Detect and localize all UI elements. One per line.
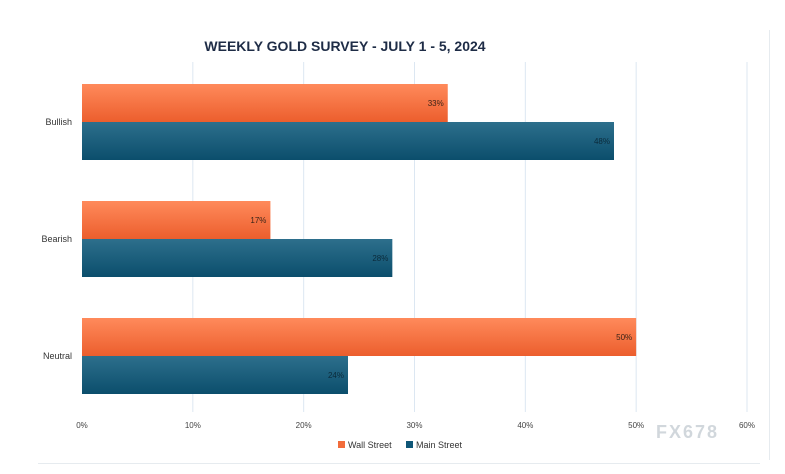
category-labels: Bullish Bearish Neutral [41,117,72,361]
bottom-divider [38,463,760,464]
x-axis-tick-labels: 0% 10% 20% 30% 40% 50% 60% [76,421,755,430]
bar-wall-street [82,318,637,356]
x-tick-label: 50% [628,421,644,430]
right-divider [769,30,770,460]
bar-main-street [82,356,348,394]
data-label: 28% [372,254,388,263]
category-label: Neutral [43,351,72,361]
bars [82,84,637,394]
chart-title: WEEKLY GOLD SURVEY - JULY 1 - 5, 2024 [204,38,485,54]
legend-swatch-main-street [406,441,413,448]
legend-swatch-wall-street [338,441,345,448]
category-label: Bullish [45,117,72,127]
x-tick-label: 60% [739,421,755,430]
data-label: 33% [428,99,444,108]
data-label: 50% [616,333,632,342]
data-label: 48% [594,137,610,146]
legend: Wall Street Main Street [338,440,463,450]
category-label: Bearish [41,234,72,244]
data-label: 24% [328,371,344,380]
bar-wall-street [82,84,448,122]
data-label: 17% [250,216,266,225]
legend-label-main-street: Main Street [416,440,463,450]
legend-label-wall-street: Wall Street [348,440,392,450]
x-tick-label: 20% [296,421,312,430]
bar-main-street [82,122,614,160]
data-labels: 33% 48% 17% 28% 50% 24% [250,99,632,380]
x-tick-label: 30% [406,421,422,430]
x-tick-label: 40% [517,421,533,430]
x-tick-label: 0% [76,421,88,430]
x-tick-label: 10% [185,421,201,430]
bar-wall-street [82,201,271,239]
bar-main-street [82,239,393,277]
